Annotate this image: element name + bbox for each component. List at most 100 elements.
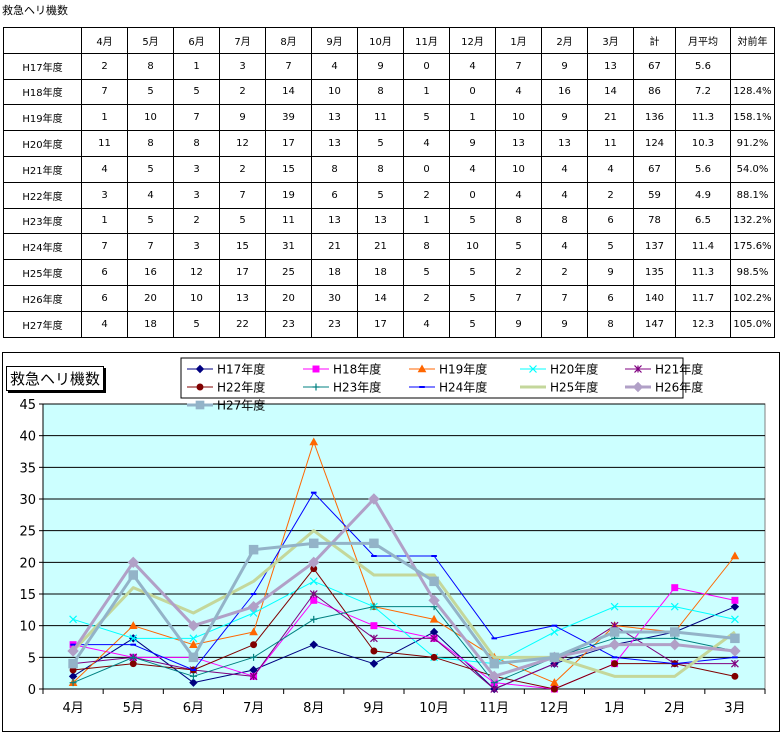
table-cell[interactable]: 5 <box>127 155 174 183</box>
table-cell[interactable]: 147 <box>633 310 676 338</box>
table-cell[interactable]: 9 <box>495 310 542 338</box>
table-cell[interactable]: 6 <box>587 284 634 312</box>
table-cell[interactable]: 17 <box>357 310 404 338</box>
table-cell[interactable]: 67 <box>633 155 676 183</box>
table-cell[interactable]: 5 <box>449 284 496 312</box>
table-cell[interactable]: 136 <box>633 104 676 132</box>
table-cell[interactable]: 10 <box>173 284 220 312</box>
row-header-cell[interactable]: H18年度 <box>3 78 82 106</box>
table-cell[interactable]: 7 <box>219 181 266 209</box>
table-cell[interactable]: 21 <box>587 104 634 132</box>
row-header-cell[interactable]: H24年度 <box>3 233 82 261</box>
table-cell[interactable]: 9 <box>541 52 588 80</box>
table-cell[interactable]: 5.6 <box>675 155 731 183</box>
table-cell[interactable]: 4 <box>541 181 588 209</box>
corner-cell[interactable] <box>3 27 82 54</box>
table-cell[interactable] <box>730 52 775 80</box>
table-cell[interactable]: 8 <box>357 78 404 106</box>
table-cell[interactable]: 13 <box>541 130 588 157</box>
column-header[interactable]: 8月 <box>265 27 312 54</box>
row-header-cell[interactable]: H25年度 <box>3 259 82 286</box>
row-header-cell[interactable]: H26年度 <box>3 284 82 312</box>
table-cell[interactable]: 21 <box>311 233 358 261</box>
table-cell[interactable]: 4 <box>403 310 450 338</box>
table-cell[interactable]: 86 <box>633 78 676 106</box>
table-cell[interactable]: 10 <box>311 78 358 106</box>
table-cell[interactable]: 1 <box>449 104 496 132</box>
table-cell[interactable]: 8 <box>127 130 174 157</box>
table-cell[interactable]: 14 <box>587 78 634 106</box>
table-cell[interactable]: 11.3 <box>675 259 731 286</box>
table-cell[interactable]: 5 <box>173 310 220 338</box>
table-cell[interactable]: 2 <box>173 207 220 235</box>
table-cell[interactable]: 4 <box>541 155 588 183</box>
column-header[interactable]: 計 <box>633 27 676 54</box>
table-cell[interactable]: 140 <box>633 284 676 312</box>
table-cell[interactable]: 18 <box>127 310 174 338</box>
table-cell[interactable]: 30 <box>311 284 358 312</box>
table-cell[interactable]: 5 <box>357 130 404 157</box>
table-cell[interactable]: 13 <box>311 130 358 157</box>
row-header-cell[interactable]: H21年度 <box>3 155 82 183</box>
table-cell[interactable]: 11.4 <box>675 233 731 261</box>
table-cell[interactable]: 54.0% <box>730 155 775 183</box>
table-cell[interactable]: 4 <box>127 181 174 209</box>
table-cell[interactable]: 18 <box>311 259 358 286</box>
table-cell[interactable]: 5 <box>587 233 634 261</box>
table-cell[interactable]: 23 <box>265 310 312 338</box>
table-cell[interactable]: 2 <box>81 52 128 80</box>
table-cell[interactable]: 31 <box>265 233 312 261</box>
table-cell[interactable]: 11 <box>265 207 312 235</box>
table-cell[interactable]: 8 <box>403 233 450 261</box>
column-header[interactable]: 4月 <box>81 27 128 54</box>
table-cell[interactable]: 8 <box>357 155 404 183</box>
table-cell[interactable]: 17 <box>265 130 312 157</box>
table-cell[interactable]: 1 <box>81 104 128 132</box>
table-cell[interactable]: 14 <box>357 284 404 312</box>
table-cell[interactable]: 0 <box>403 52 450 80</box>
table-cell[interactable]: 1 <box>403 207 450 235</box>
table-cell[interactable]: 15 <box>219 233 266 261</box>
table-cell[interactable]: 13 <box>495 130 542 157</box>
table-cell[interactable]: 10 <box>127 104 174 132</box>
table-cell[interactable]: 5 <box>219 207 266 235</box>
table-cell[interactable]: 88.1% <box>730 181 775 209</box>
table-cell[interactable]: 132.2% <box>730 207 775 235</box>
table-cell[interactable]: 39 <box>265 104 312 132</box>
table-cell[interactable]: 5 <box>449 310 496 338</box>
row-header-cell[interactable]: H20年度 <box>3 130 82 157</box>
table-cell[interactable]: 3 <box>81 181 128 209</box>
row-header-cell[interactable]: H22年度 <box>3 181 82 209</box>
table-cell[interactable]: 175.6% <box>730 233 775 261</box>
column-header[interactable]: 1月 <box>495 27 542 54</box>
table-cell[interactable]: 13 <box>357 207 404 235</box>
table-cell[interactable]: 5 <box>403 104 450 132</box>
row-header-cell[interactable]: H23年度 <box>3 207 82 235</box>
table-cell[interactable]: 5 <box>403 259 450 286</box>
column-header[interactable]: 7月 <box>219 27 266 54</box>
table-cell[interactable]: 158.1% <box>730 104 775 132</box>
column-header[interactable]: 12月 <box>449 27 496 54</box>
table-cell[interactable]: 5 <box>495 233 542 261</box>
table-cell[interactable]: 5 <box>127 78 174 106</box>
table-cell[interactable]: 22 <box>219 310 266 338</box>
column-header[interactable]: 3月 <box>587 27 634 54</box>
table-cell[interactable]: 12 <box>173 259 220 286</box>
table-cell[interactable]: 11.7 <box>675 284 731 312</box>
table-cell[interactable]: 105.0% <box>730 310 775 338</box>
table-cell[interactable]: 7 <box>173 104 220 132</box>
column-header[interactable]: 月平均 <box>675 27 731 54</box>
table-cell[interactable]: 91.2% <box>730 130 775 157</box>
table-cell[interactable]: 8 <box>127 52 174 80</box>
table-cell[interactable]: 7.2 <box>675 78 731 106</box>
table-cell[interactable]: 19 <box>265 181 312 209</box>
table-cell[interactable]: 0 <box>449 78 496 106</box>
table-cell[interactable]: 59 <box>633 181 676 209</box>
row-header-cell[interactable]: H27年度 <box>3 310 82 338</box>
table-cell[interactable]: 1 <box>403 78 450 106</box>
table-cell[interactable]: 20 <box>265 284 312 312</box>
table-cell[interactable]: 23 <box>311 310 358 338</box>
table-cell[interactable]: 8 <box>173 130 220 157</box>
table-cell[interactable]: 6 <box>81 259 128 286</box>
table-cell[interactable]: 25 <box>265 259 312 286</box>
